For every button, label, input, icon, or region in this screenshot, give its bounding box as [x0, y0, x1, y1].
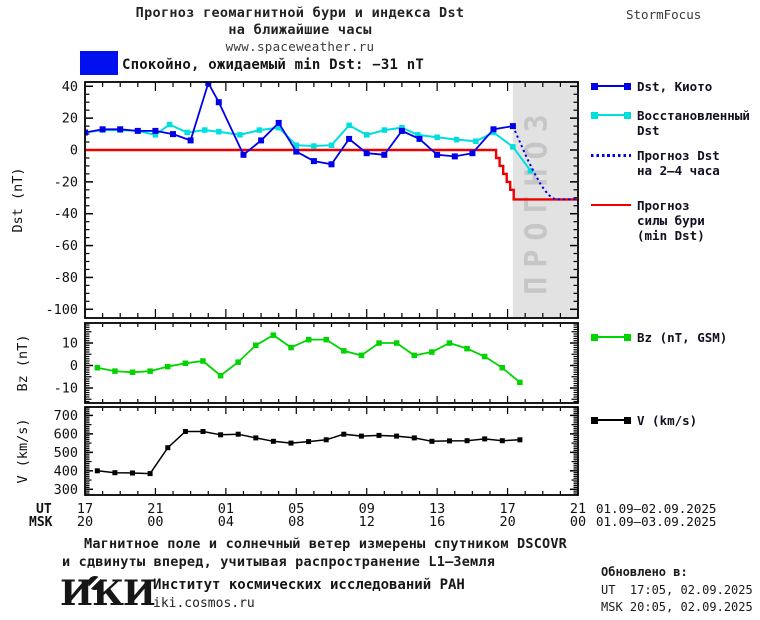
updated-ut: UT 17:05, 02.09.2025 [601, 583, 753, 597]
svg-text:V (km/s): V (km/s) [15, 418, 31, 483]
iki-logo: ИКИ [60, 576, 156, 614]
svg-text:MSK: MSK [29, 515, 53, 530]
svg-text:40: 40 [62, 79, 78, 95]
legend-label: Прогноз [637, 198, 690, 213]
measurement-note-line2: и сдвинуты вперед, учитывая распростране… [62, 554, 496, 570]
svg-text:500: 500 [54, 445, 78, 461]
svg-text:10: 10 [62, 336, 78, 352]
legend-label: Dst [637, 123, 660, 138]
svg-text:21: 21 [147, 501, 163, 517]
svg-text:01.09–02.09.2025: 01.09–02.09.2025 [596, 501, 716, 516]
legend-label: на 2–4 часа [637, 163, 720, 178]
updated-msk: MSK 20:05, 02.09.2025 [601, 600, 753, 614]
legend-label: Bz (nT, GSM) [637, 330, 728, 345]
legend-item-bz: Bz (nT, GSM) [591, 330, 727, 345]
svg-text:17: 17 [499, 501, 515, 517]
legend-label: (min Dst) [637, 228, 705, 243]
svg-text:-40: -40 [54, 206, 78, 222]
svg-text:20: 20 [499, 514, 515, 530]
svg-text:20: 20 [62, 111, 78, 127]
svg-text:01.09–03.09.2025: 01.09–03.09.2025 [596, 514, 716, 529]
restored-dst-legend-marker-icon [591, 111, 631, 119]
svg-text:00: 00 [147, 514, 163, 530]
svg-text:04: 04 [218, 514, 234, 530]
legend-item-v: V (km/s) [591, 413, 697, 428]
iki-logo-text: ИКИ [60, 573, 156, 614]
legend-item-storm-forecast: Прогноз силы бури (min Dst) [591, 198, 705, 243]
bz-legend-marker-icon [591, 333, 631, 341]
legend-item-forecast-dst: Прогноз Dst на 2–4 часа [591, 148, 720, 178]
svg-text:01: 01 [218, 501, 234, 517]
legend-item-restored-dst: Восстановленный Dst [591, 108, 750, 138]
status-color-swatch [80, 51, 118, 75]
svg-text:12: 12 [359, 514, 375, 530]
svg-text:00: 00 [570, 514, 586, 530]
svg-text:05: 05 [288, 501, 304, 517]
satellite-globe-icon [88, 576, 102, 590]
svg-text:Dst (nT): Dst (nT) [10, 167, 26, 232]
svg-text:-20: -20 [54, 174, 78, 190]
svg-text:20: 20 [77, 514, 93, 530]
svg-text:-80: -80 [54, 270, 78, 286]
legend-label: V (km/s) [637, 413, 698, 428]
svg-text:21: 21 [570, 501, 586, 517]
legend-label: Dst, Киото [637, 79, 713, 94]
svg-text:-10: -10 [54, 381, 78, 397]
svg-text:300: 300 [54, 482, 78, 498]
legend-label: Восстановленный [637, 108, 750, 123]
forecast-dst-legend-marker-icon [591, 151, 631, 159]
dst-kyoto-legend-marker-icon [591, 82, 631, 90]
svg-text:13: 13 [429, 501, 445, 517]
svg-text:0: 0 [70, 143, 78, 159]
legend-label: Прогноз Dst [637, 148, 720, 163]
institute-name: Институт космических исследований РАН [153, 577, 465, 593]
site-url: www.spaceweather.ru [225, 39, 375, 54]
svg-text:Bz (nT): Bz (nT) [15, 335, 31, 392]
svg-text:17: 17 [77, 501, 93, 517]
brand-label: StormFocus [626, 7, 702, 22]
page-title-line2: на ближайшие часы [228, 22, 372, 38]
svg-text:16: 16 [429, 514, 445, 530]
svg-text:600: 600 [54, 426, 78, 442]
legend-item-dst-kyoto: Dst, Киото [591, 79, 712, 94]
storm-forecast-legend-marker-icon [591, 201, 631, 209]
svg-text:0: 0 [70, 358, 78, 374]
institute-site: iki.cosmos.ru [153, 596, 255, 611]
v-legend-marker-icon [591, 416, 631, 424]
legend-label: силы бури [637, 213, 705, 228]
updated-label: Обновлено в: [601, 565, 688, 579]
svg-text:-100: -100 [45, 302, 78, 318]
svg-text:UT: UT [36, 502, 52, 517]
svg-text:700: 700 [54, 408, 78, 424]
svg-text:-60: -60 [54, 238, 78, 254]
svg-text:400: 400 [54, 463, 78, 479]
svg-text:08: 08 [288, 514, 304, 530]
svg-text:09: 09 [359, 501, 375, 517]
page-title-line1: Прогноз геомагнитной бури и индекса Dst [135, 5, 465, 21]
status-label: Спокойно, ожидаемый min Dst: −31 nT [122, 57, 425, 73]
measurement-note-line1: Магнитное поле и солнечный ветер измерен… [84, 536, 568, 552]
